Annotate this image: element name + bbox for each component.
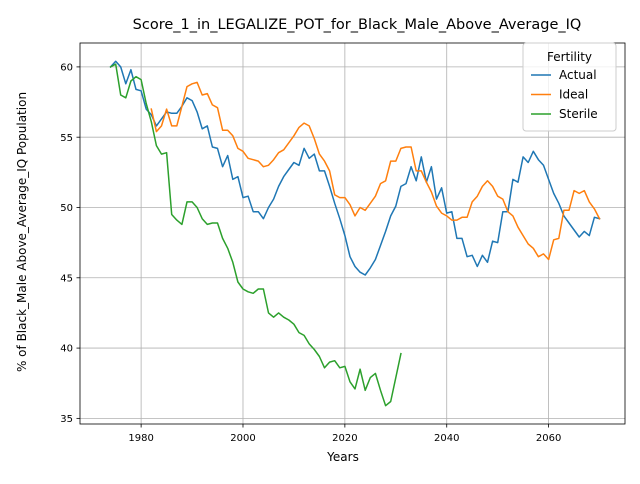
y-axis-label: % of Black_Male Above_Average_IQ Populat…: [15, 92, 29, 372]
legend-label-actual: Actual: [559, 68, 597, 82]
legend: Fertility Actual Ideal Sterile: [522, 42, 617, 132]
plot-frame: [79, 42, 626, 425]
legend-title: Fertility: [547, 50, 592, 64]
y-tick-label: 45: [60, 273, 73, 284]
legend-box: [522, 42, 617, 132]
series-lines: [109, 60, 601, 407]
y-tick-label: 55: [60, 133, 73, 144]
x-tick-label: 2020: [332, 433, 357, 444]
y-tick-label: 35: [60, 414, 73, 425]
x-tick-label: 2040: [434, 433, 459, 444]
x-tick-label: 2060: [536, 433, 561, 444]
legend-entries: Actual Ideal Sterile: [531, 68, 598, 121]
y-tick-label: 40: [60, 344, 73, 355]
x-axis-label: Years: [326, 450, 359, 464]
axis-ticks: 1980 2000 2020 2040 2060 35 40 45 50 55 60: [60, 63, 561, 444]
legend-label-sterile: Sterile: [559, 107, 598, 121]
legend-label-ideal: Ideal: [559, 88, 588, 102]
chart-title: Score_1_in_LEGALIZE_POT_for_Black_Male_A…: [133, 17, 582, 33]
x-tick-label: 1980: [128, 433, 153, 444]
x-tick-label: 2000: [230, 433, 255, 444]
y-tick-label: 50: [60, 203, 73, 214]
series-line-actual: [109, 60, 601, 276]
series-line-ideal: [150, 81, 601, 261]
series-line-sterile: [109, 63, 402, 407]
y-tick-label: 60: [60, 63, 73, 74]
